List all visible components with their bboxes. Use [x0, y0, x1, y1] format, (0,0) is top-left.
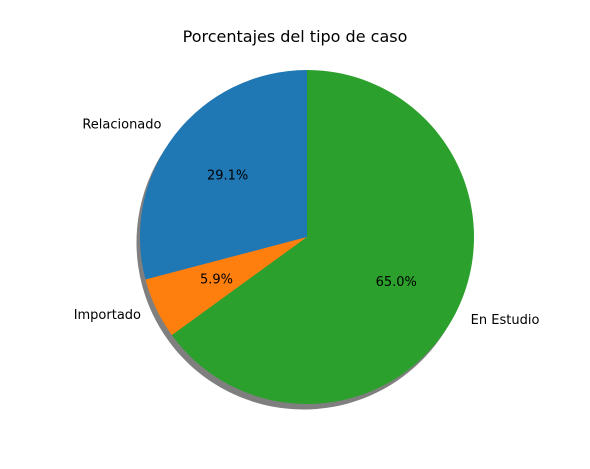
pie-slice-importado	[145, 237, 307, 336]
slice-label-relacionado: Relacionado	[82, 117, 161, 132]
pie-labels: Relacionado 29.1% Importado 5.9% En Estudio 6…	[74, 117, 540, 328]
chart-title: Porcentajes del tipo de caso	[182, 27, 408, 46]
pie-slice-en-estudio	[171, 70, 474, 405]
slice-label-importado: Importado	[74, 308, 141, 323]
pie-slices	[140, 70, 474, 405]
pie-slice-relacionado	[140, 70, 307, 280]
slice-value-label-importado: 5.9%	[200, 272, 233, 287]
slice-label-en-estudio: En Estudio	[471, 313, 540, 328]
slice-value-label-en-estudio: 65.0%	[376, 275, 417, 290]
slice-value-label-relacionado: 29.1%	[207, 168, 248, 183]
